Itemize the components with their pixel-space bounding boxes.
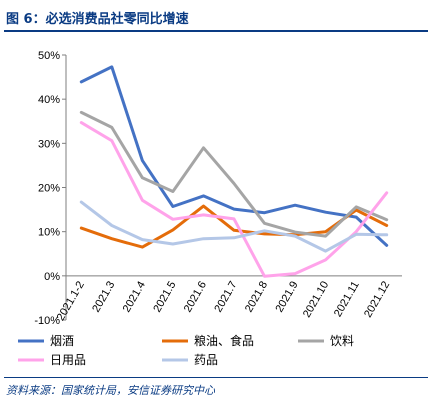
figure-title: 图 6：必选消费品社零同比增速 [6, 12, 189, 27]
y-tick-label: 30% [38, 138, 60, 150]
x-tick-label: 2021.6 [182, 279, 209, 314]
x-tick-label: 2021.7 [212, 279, 239, 314]
x-tick-label: 2021.1-2 [55, 279, 87, 323]
source-rule [4, 377, 428, 378]
legend-label: 饮料 [330, 334, 354, 348]
series-lines [79, 65, 389, 278]
series-line-1 [79, 65, 389, 247]
y-tick-label: 40% [38, 94, 60, 106]
x-tick-label: 2021.4 [121, 279, 148, 314]
x-axis: 2021.1-2 2021.3 2021.4 2021.5 2021.6 2021.7 20… [55, 275, 402, 323]
series-line-2 [79, 204, 389, 249]
legend-label: 粮油、食品 [194, 333, 254, 348]
series-line-5 [79, 200, 389, 253]
series-line-4 [79, 121, 389, 278]
x-tick-label: 2021.12 [362, 279, 392, 319]
y-axis: -10% 0% 10% 20% 30% 40% 50% [34, 50, 67, 327]
x-tick-label: 2021.8 [243, 279, 270, 314]
x-tick-label: 2021.9 [273, 279, 300, 314]
legend-label: 日用品 [50, 353, 86, 367]
title-rule [4, 30, 428, 32]
y-tick-label: 50% [38, 50, 60, 62]
series-line-3 [79, 110, 389, 238]
y-tick-label: 10% [38, 227, 60, 239]
line-chart: -10%0%10%20%30%40%50% 2021.1-2 2021.3 2021… [18, 50, 402, 367]
legend-label: 烟酒 [50, 334, 74, 348]
source-note: 资料来源：国家统计局，安信证券研究中心 [6, 384, 215, 397]
y-tick-label: -10% [34, 315, 60, 327]
x-tick-label: 2021.11 [332, 279, 362, 319]
y-tick-label: 0% [44, 271, 60, 283]
y-tick-label: 20% [38, 183, 60, 195]
x-tick-label: 2021.3 [90, 279, 117, 314]
x-tick-label: 2021.5 [151, 279, 178, 314]
legend-label: 药品 [194, 353, 218, 367]
x-tick-label: 2021.10 [301, 279, 331, 319]
